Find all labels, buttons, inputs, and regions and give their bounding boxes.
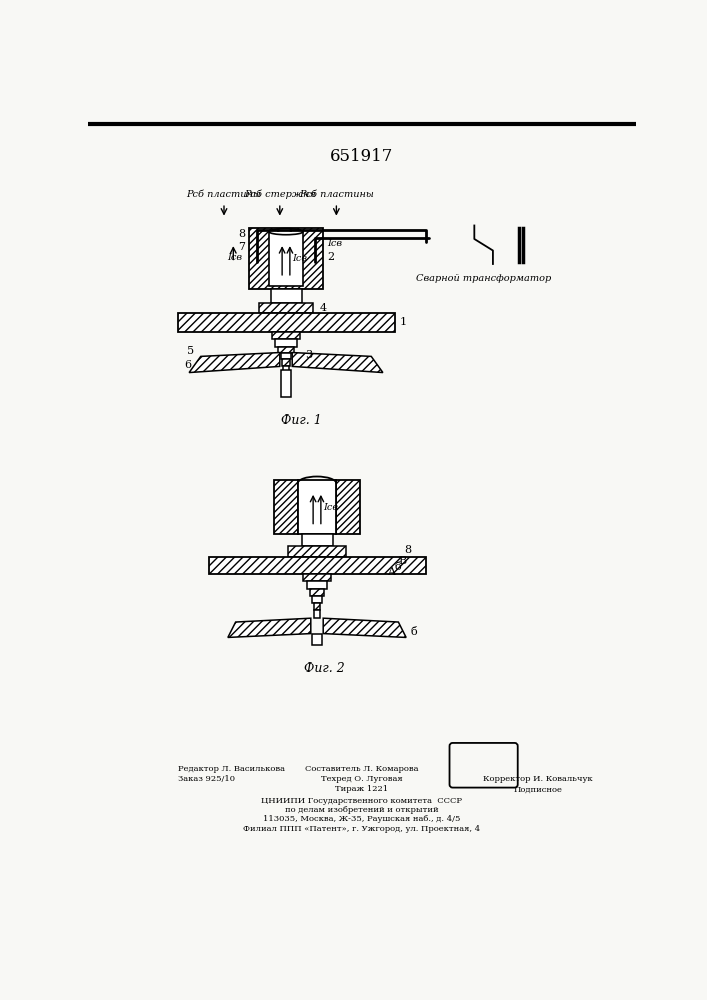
Text: Фиг. 2: Фиг. 2: [305, 662, 345, 675]
Bar: [274, 480, 298, 534]
Polygon shape: [292, 353, 383, 373]
Ellipse shape: [269, 229, 303, 235]
Bar: [303, 574, 331, 581]
Text: по делам изобретений и открытий: по делам изобретений и открытий: [285, 806, 439, 814]
Text: ЦНИИПИ Государственного комитета  СССР: ЦНИИПИ Государственного комитета СССР: [262, 797, 462, 805]
Bar: [303, 574, 331, 581]
Bar: [337, 480, 360, 534]
Bar: [209, 557, 426, 574]
Text: Заказ 925/10: Заказ 925/10: [177, 775, 235, 783]
Text: B: B: [398, 556, 407, 566]
Text: б: б: [395, 562, 402, 572]
Bar: [274, 480, 298, 534]
Bar: [279, 347, 293, 353]
Text: 113035, Москва, Ж-35, Раушская наб., д. 4/5: 113035, Москва, Ж-35, Раушская наб., д. …: [263, 815, 461, 823]
Bar: [310, 589, 324, 596]
Text: Фиг. 1: Фиг. 1: [281, 414, 322, 427]
Text: Pсб стержня: Pсб стержня: [244, 189, 316, 199]
Bar: [298, 480, 337, 534]
Text: Iсв: Iсв: [323, 503, 338, 512]
Bar: [269, 232, 303, 286]
Text: Pсб пластины: Pсб пластины: [299, 190, 374, 199]
Bar: [288, 546, 346, 557]
Bar: [281, 353, 291, 359]
Text: Pсб пластины: Pсб пластины: [187, 190, 262, 199]
Text: Iсв: Iсв: [228, 253, 243, 262]
Text: Iсв: Iсв: [292, 254, 308, 263]
Bar: [288, 546, 346, 557]
Bar: [313, 603, 320, 610]
Bar: [177, 312, 395, 332]
Bar: [249, 228, 323, 289]
Text: Техред О. Луговая: Техред О. Луговая: [321, 775, 403, 783]
Text: 3: 3: [305, 350, 312, 360]
Text: Сварной трансформатор: Сварной трансформатор: [416, 274, 551, 283]
Text: 2: 2: [327, 252, 334, 262]
Bar: [307, 581, 327, 589]
Bar: [301, 534, 332, 546]
Text: б: б: [410, 627, 416, 637]
Bar: [312, 634, 322, 645]
Bar: [249, 228, 323, 289]
Text: Редактор Л. Василькова: Редактор Л. Василькова: [177, 765, 284, 773]
Text: Корректор И. Ковальчук: Корректор И. Ковальчук: [483, 775, 592, 783]
Bar: [209, 557, 426, 574]
Polygon shape: [281, 370, 291, 397]
Text: Составитель Л. Комарова: Составитель Л. Комарова: [305, 765, 419, 773]
Text: 4: 4: [320, 303, 327, 313]
Bar: [275, 339, 297, 347]
Polygon shape: [323, 618, 406, 637]
Bar: [259, 303, 313, 312]
Bar: [315, 610, 320, 618]
Bar: [259, 303, 313, 312]
Text: Подписное: Подписное: [513, 785, 562, 793]
Text: 651917: 651917: [330, 148, 394, 165]
Text: 8: 8: [404, 545, 411, 555]
Text: Iсв: Iсв: [327, 239, 342, 248]
Polygon shape: [189, 353, 280, 373]
Text: 8: 8: [238, 229, 245, 239]
Text: 1: 1: [399, 317, 407, 327]
Bar: [271, 289, 301, 303]
Text: 5: 5: [187, 346, 194, 356]
Bar: [283, 366, 289, 374]
Text: Тираж 1221: Тираж 1221: [335, 785, 389, 793]
Bar: [272, 332, 300, 339]
Bar: [282, 359, 290, 366]
Text: 7: 7: [238, 242, 245, 252]
Bar: [312, 596, 322, 603]
Text: Филиал ППП «Патент», г. Ужгород, ул. Проектная, 4: Филиал ППП «Патент», г. Ужгород, ул. Про…: [243, 825, 481, 833]
Polygon shape: [228, 618, 311, 637]
Text: A: A: [387, 567, 395, 577]
Bar: [310, 589, 324, 596]
Bar: [337, 480, 360, 534]
Bar: [279, 347, 293, 353]
Bar: [282, 359, 290, 366]
Bar: [272, 332, 300, 339]
Bar: [177, 312, 395, 332]
Bar: [313, 603, 320, 610]
Text: 6: 6: [185, 360, 192, 370]
